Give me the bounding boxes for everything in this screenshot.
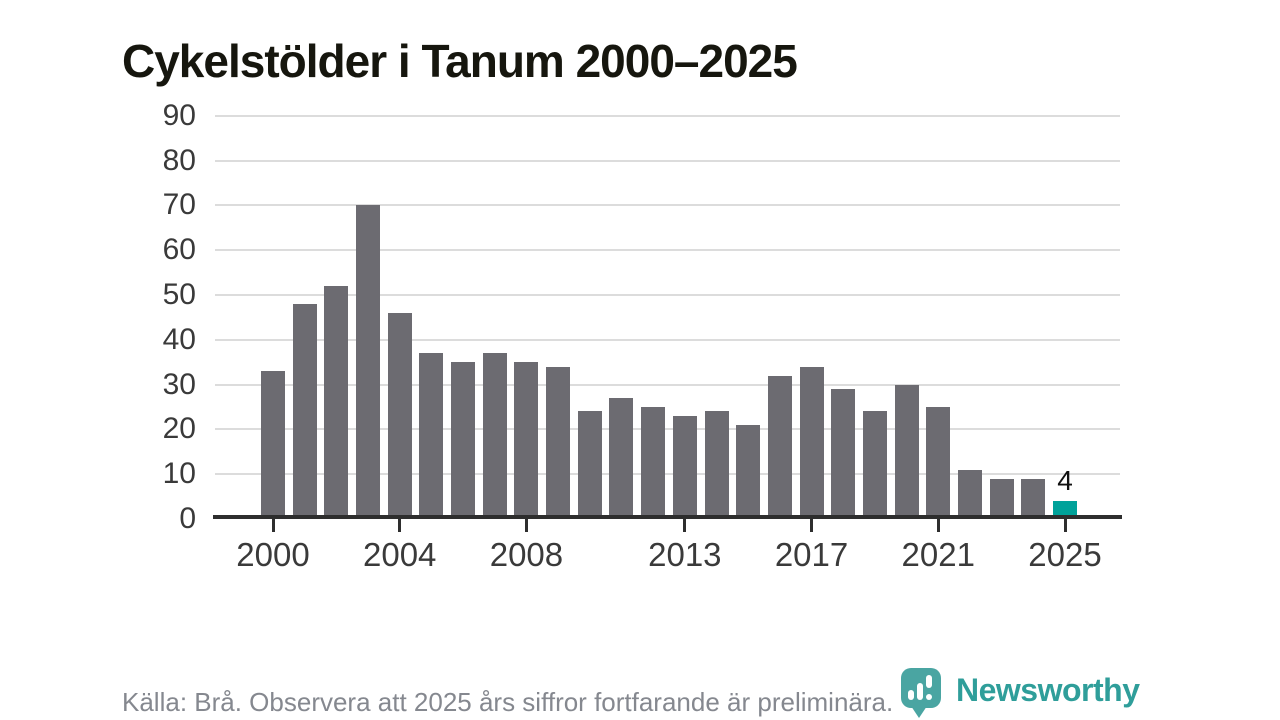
bar-value-label: 4 [1057,465,1073,497]
page-title: Cykelstölder i Tanum 2000–2025 [122,34,798,87]
bar-2019 [862,411,887,519]
x-tick-label-2008: 2008 [489,536,564,573]
x-tick-2000 [271,519,275,532]
bar-2015 [736,424,761,519]
x-tick-2025 [1063,519,1067,532]
bar-2014 [704,411,729,519]
logo-chart-bar [917,683,923,700]
y-tick-label-30: 30 [162,367,196,401]
bar-2013 [672,415,697,519]
newsworthy-speech-bubble-bar-chart-icon [901,668,941,708]
gridline-70 [215,204,1120,207]
gridline-20 [215,428,1120,431]
bar-2008 [514,362,539,519]
y-tick-label-10: 10 [162,457,196,491]
bar-2009 [546,366,571,519]
y-tick-label-90: 90 [162,98,196,132]
bar-2001 [292,303,317,519]
y-tick-label-20: 20 [162,412,196,446]
x-tick-label-2025: 2025 [1028,536,1102,573]
x-tick-2017 [810,519,814,532]
x-tick-label-2000: 2000 [236,536,310,573]
bar-2003 [356,205,381,519]
bar-2000 [261,371,285,519]
bar-2023 [989,478,1014,519]
gridline-50 [215,294,1120,296]
y-tick-label-80: 80 [162,143,196,177]
x-tick-label-2004: 2004 [363,536,437,573]
x-tick-label-2013: 2013 [648,536,722,573]
x-tick-2004 [398,519,402,532]
newsworthy-wordmark: Newsworthy [956,672,1140,708]
bar-2012 [641,407,666,519]
gridline-10 [215,473,1120,476]
bar-2018 [831,389,856,519]
x-tick-2008 [524,519,528,532]
gridline-80 [215,159,1120,162]
bar-2024 [1021,478,1046,519]
logo-chart-dot [926,694,932,700]
bar-2010 [577,411,602,519]
x-tick-label-2017: 2017 [774,536,849,573]
bar-2011 [609,398,634,519]
x-tick-2021 [936,519,940,532]
bar-2004 [387,312,412,519]
logo-chart-bar [908,690,914,700]
bar-2025 [1053,501,1077,519]
source-note: Källa: Brå. Observera att 2025 års siffr… [122,687,894,717]
bar-2021 [926,407,951,519]
logo-chart-bar [926,675,932,688]
x-tick-2013 [683,519,687,532]
bar-2005 [419,353,444,519]
bar-2022 [957,469,982,519]
x-tick-label-2021: 2021 [901,536,975,573]
y-tick-label-40: 40 [162,322,196,356]
bar-2020 [894,384,919,519]
logo-bubble-tail [911,706,927,718]
gridline-30 [215,383,1120,386]
gridline-90 [215,114,1120,117]
y-tick-label-0: 0 [179,502,196,535]
bar-2016 [767,375,792,519]
bar-2017 [799,366,824,519]
bar-2002 [324,286,349,519]
y-tick-label-50: 50 [162,278,196,311]
gridline-40 [215,338,1120,341]
y-tick-label-70: 70 [162,188,196,222]
bar-2006 [451,362,476,519]
x-axis-line [213,515,1122,519]
gridline-60 [215,249,1120,252]
y-tick-label-60: 60 [162,233,196,267]
bar-2007 [482,353,507,519]
